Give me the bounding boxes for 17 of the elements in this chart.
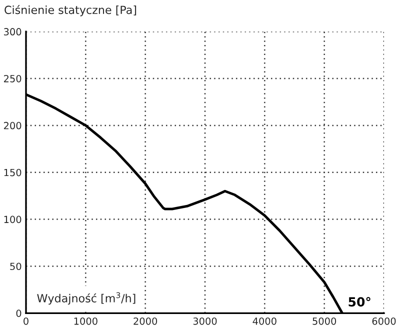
x-tick-label: 0 [24, 317, 28, 325]
x-axis-title: Wydajność [m$^{3}$/h] [37, 292, 136, 305]
x-tick-label: 2000 [134, 317, 158, 325]
series-label: 50° [348, 297, 370, 307]
y-tick-label: 100 [4, 216, 22, 224]
x-tick-label: 1000 [74, 317, 98, 325]
y-tick-label: 250 [4, 74, 22, 82]
x-tick-label: 5000 [312, 317, 336, 325]
y-tick-label: 50 [10, 262, 22, 270]
y-axis-title: Ciśnienie statyczne [Pa] [4, 5, 136, 16]
y-tick-label: 0 [16, 310, 22, 317]
x-tick-label: 3000 [193, 317, 217, 325]
x-tick-label: 6000 [372, 317, 396, 325]
y-tick-label: 150 [4, 168, 22, 176]
x-tick-label: 4000 [252, 317, 276, 325]
y-tick-label: 200 [4, 122, 22, 130]
y-tick-label: 300 [4, 28, 22, 36]
